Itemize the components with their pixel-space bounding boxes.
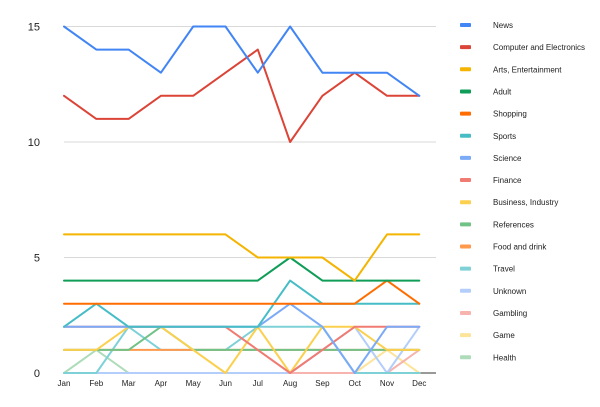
legend: News Computer and Electronics Arts, Entert… — [460, 21, 585, 362]
legend-swatch — [460, 111, 471, 116]
y-tick-label: 10 — [28, 137, 40, 149]
x-tick-label: Aug — [283, 379, 297, 388]
series-line-adult — [63, 256, 421, 282]
legend-label: Game — [493, 331, 515, 340]
series-line-news — [63, 25, 421, 97]
series-line-game — [63, 348, 421, 374]
legend-swatch — [460, 310, 471, 315]
y-axis-ticks: 0 5 10 15 — [28, 22, 40, 381]
legend-swatch — [460, 155, 471, 160]
legend-swatch — [460, 178, 471, 183]
legend-swatch — [460, 23, 471, 27]
x-tick-label: Jan — [58, 379, 71, 388]
x-axis-ticks: Jan Feb Mar Apr May Jun Jul Aug Sep Oct Nov Dec — [58, 379, 427, 388]
x-tick-label: Apr — [155, 379, 168, 388]
legend-label: Finance — [493, 176, 522, 185]
legend-label: Business, Industry — [493, 198, 558, 207]
legend-swatch — [460, 355, 471, 360]
legend-swatch — [460, 45, 471, 50]
x-tick-label: Jul — [253, 379, 263, 388]
legend-label: References — [493, 220, 534, 229]
series-line-computer-and-electronics — [63, 48, 421, 143]
legend-label: Shopping — [493, 110, 527, 119]
legend-label: Gambling — [493, 309, 527, 318]
legend-label: Food and drink — [493, 243, 547, 252]
x-tick-label: Sep — [315, 379, 330, 388]
series-line-shopping — [63, 279, 421, 305]
legend-label: Adult — [493, 87, 512, 96]
x-tick-label: May — [186, 379, 201, 388]
legend-label: Travel — [493, 265, 515, 274]
legend-swatch — [460, 222, 471, 227]
legend-swatch — [460, 133, 471, 138]
legend-swatch — [460, 67, 471, 72]
legend-swatch — [460, 288, 471, 293]
series-line-business-industry — [63, 325, 421, 374]
x-tick-label: Jun — [219, 379, 232, 388]
series-line-unknown — [63, 325, 421, 374]
series-line-health — [63, 348, 421, 374]
x-tick-label: Nov — [380, 379, 394, 388]
legend-label: Science — [493, 154, 522, 163]
legend-swatch — [460, 200, 471, 205]
x-tick-label: Feb — [89, 379, 103, 388]
legend-label: Health — [493, 353, 516, 362]
x-tick-label: Oct — [348, 379, 361, 388]
legend-swatch — [460, 244, 471, 249]
legend-swatch — [460, 333, 471, 338]
series-line-arts-entertainment — [63, 233, 421, 282]
legend-label: Computer and Electronics — [493, 43, 585, 52]
legend-label: Arts, Entertainment — [493, 65, 562, 74]
x-tick-label: Dec — [412, 379, 426, 388]
y-tick-label: 0 — [34, 368, 40, 380]
y-tick-label: 5 — [34, 253, 40, 265]
series-lines — [63, 25, 421, 374]
legend-label: News — [493, 21, 513, 30]
series-line-sports — [63, 279, 421, 328]
y-tick-label: 15 — [28, 22, 40, 34]
legend-label: Unknown — [493, 287, 526, 296]
legend-swatch — [460, 89, 471, 94]
legend-swatch — [460, 266, 471, 271]
x-tick-label: Mar — [122, 379, 136, 388]
legend-label: Sports — [493, 132, 516, 141]
series-line-gambling — [63, 348, 421, 374]
